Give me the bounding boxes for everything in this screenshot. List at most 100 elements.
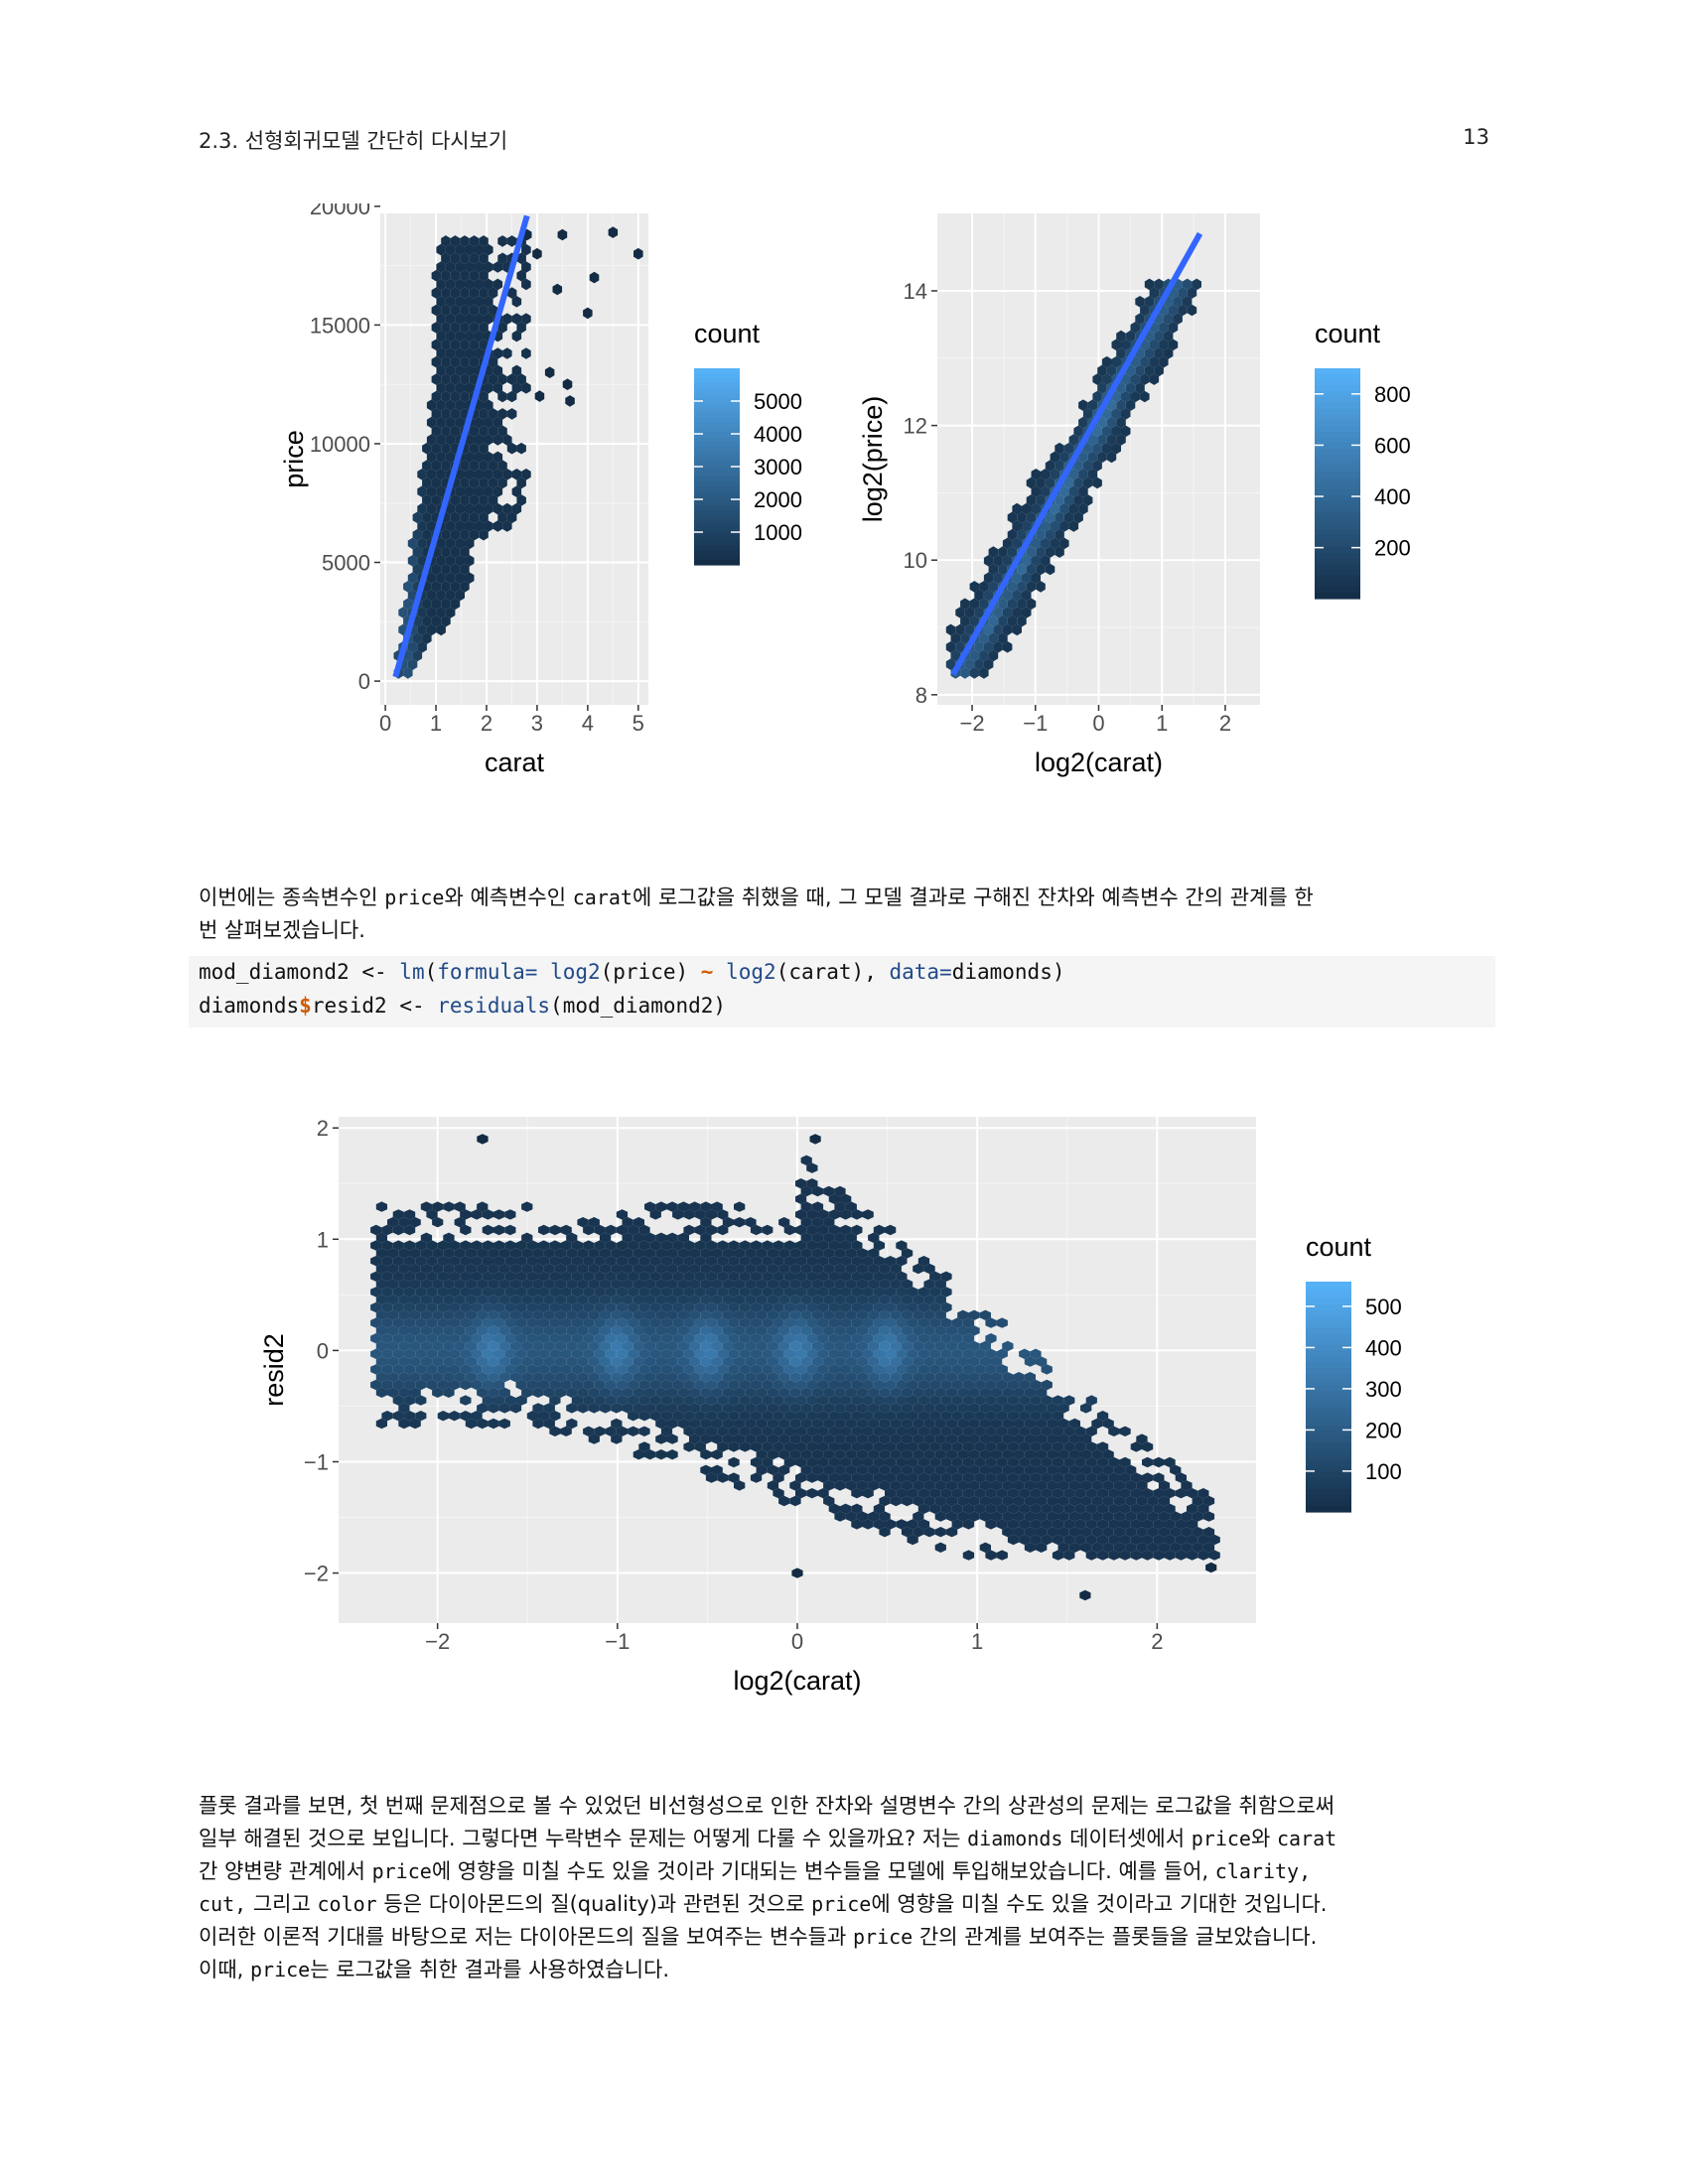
hexbin-cell xyxy=(504,1224,516,1236)
hexbin-cell xyxy=(783,1395,795,1406)
hexbin-cell xyxy=(1041,1364,1053,1375)
hexbin-cell xyxy=(1068,1449,1080,1460)
hexbin-cell xyxy=(1050,502,1060,515)
hexbin-cell xyxy=(734,1372,746,1383)
hexbin-cell xyxy=(599,1340,612,1352)
hexbin-cell xyxy=(845,1511,857,1522)
hexbin-cell xyxy=(666,1356,678,1367)
legend-gradient-step xyxy=(1315,546,1360,554)
hexbin-cell xyxy=(412,563,423,576)
hexbin-cell xyxy=(1136,1433,1148,1444)
hexbin-cell xyxy=(1007,1395,1020,1406)
hexbin-cell xyxy=(745,1309,757,1320)
hexbin-cell xyxy=(783,1317,795,1328)
hexbin-cell xyxy=(1111,339,1121,351)
hexbin-cell xyxy=(795,1287,807,1297)
hexbin-cell xyxy=(834,1201,846,1212)
hexbin-cell xyxy=(515,1256,527,1267)
hexbin-cell xyxy=(823,1279,835,1290)
hexbin-cell xyxy=(974,607,984,618)
hexbin-cell xyxy=(492,416,503,429)
hexbin-cell xyxy=(991,1464,1003,1475)
hexbin-cell xyxy=(460,252,470,265)
hexbin-cell xyxy=(622,1309,633,1320)
hexbin-cell xyxy=(856,1418,869,1430)
hexbin-cell xyxy=(1013,1372,1025,1383)
hexbin-cell xyxy=(974,1395,986,1406)
hexbin-cell xyxy=(862,1519,874,1530)
hexbin-cell xyxy=(901,1248,914,1259)
hexbin-cell xyxy=(474,330,484,342)
hexbin-cell xyxy=(398,1217,410,1228)
hexbin-cell xyxy=(700,1433,712,1444)
hexbin-cell xyxy=(398,1309,410,1320)
hexbin-cell xyxy=(929,1395,941,1406)
hexbin-cell xyxy=(599,1372,612,1383)
hexbin-cell xyxy=(868,1279,880,1290)
hexbin-cell xyxy=(756,1433,768,1444)
hexbin-cell xyxy=(1140,304,1150,317)
hexbin-cell xyxy=(381,1301,393,1313)
hexbin-cell xyxy=(929,1317,941,1328)
hexbin-cell xyxy=(655,1295,667,1305)
hexbin-cell xyxy=(834,1511,846,1522)
hexbin-cell xyxy=(381,1364,393,1375)
hexbin-cell xyxy=(1154,330,1164,342)
hexbin-cell xyxy=(443,1372,455,1383)
hexbin-cell xyxy=(996,1550,1008,1561)
hexbin-cell xyxy=(441,442,451,455)
hexbin-cell xyxy=(392,1271,404,1282)
hexbin-cell xyxy=(549,1271,561,1282)
hexbin-cell xyxy=(960,667,970,679)
hexbin-cell xyxy=(445,434,456,446)
legend-gradient-step xyxy=(1315,564,1360,571)
hexbin-cell xyxy=(672,1395,684,1406)
hexbin-cell xyxy=(1116,434,1126,446)
hexbin-cell xyxy=(655,1403,667,1414)
hexbin-cell xyxy=(431,598,442,611)
hexbin-cell xyxy=(705,1287,718,1297)
hexbin-cell xyxy=(1119,1488,1131,1499)
hexbin-cell xyxy=(907,1395,918,1406)
hexbin-cell xyxy=(890,1372,902,1383)
hexbin-cell xyxy=(498,1248,510,1259)
hexbin-cell xyxy=(800,1433,812,1444)
hexbin-cell xyxy=(979,598,989,611)
hexbin-cell xyxy=(498,1403,510,1414)
hexbin-cell xyxy=(532,1279,544,1290)
hexbin-cell xyxy=(538,1364,550,1375)
hexbin-cell xyxy=(762,1364,774,1375)
hexbin-cell xyxy=(840,1411,852,1422)
hexbin-cell xyxy=(1041,537,1051,550)
hexbin-cell xyxy=(1024,1387,1036,1398)
hexbin-cell xyxy=(773,1333,784,1344)
hexbin-cell xyxy=(873,1271,885,1282)
hexbin-cell xyxy=(422,460,432,472)
hexbin-cell xyxy=(1002,607,1013,618)
hexbin-cell xyxy=(616,1426,629,1436)
hexbin-cell xyxy=(426,1333,438,1344)
hexbin-cell xyxy=(834,1480,846,1491)
hexbin-cell xyxy=(1063,1534,1075,1546)
hexbin-cell xyxy=(945,1511,958,1522)
hexbin-cell xyxy=(594,1287,606,1297)
hexbin-cell xyxy=(1022,520,1032,532)
hexbin-cell xyxy=(482,1301,493,1313)
hexbin-cell xyxy=(460,322,470,334)
hexbin-cell xyxy=(450,304,461,317)
hexbin-cell xyxy=(683,1426,695,1436)
hexbin-cell xyxy=(469,460,480,472)
hexbin-cell xyxy=(923,1403,935,1414)
hexbin-cell xyxy=(493,1209,505,1220)
hexbin-cell xyxy=(633,1372,644,1383)
hexbin-cell xyxy=(649,1364,661,1375)
hexbin-cell xyxy=(851,1519,863,1530)
hexbin-cell xyxy=(705,1256,718,1267)
x-tick-label: 0 xyxy=(791,1629,803,1654)
hexbin-cell xyxy=(717,1333,729,1344)
hexbin-cell xyxy=(471,1287,483,1297)
hexbin-cell xyxy=(806,1333,818,1344)
legend-gradient-step xyxy=(1306,1327,1351,1334)
hexbin-cell xyxy=(945,1527,958,1538)
